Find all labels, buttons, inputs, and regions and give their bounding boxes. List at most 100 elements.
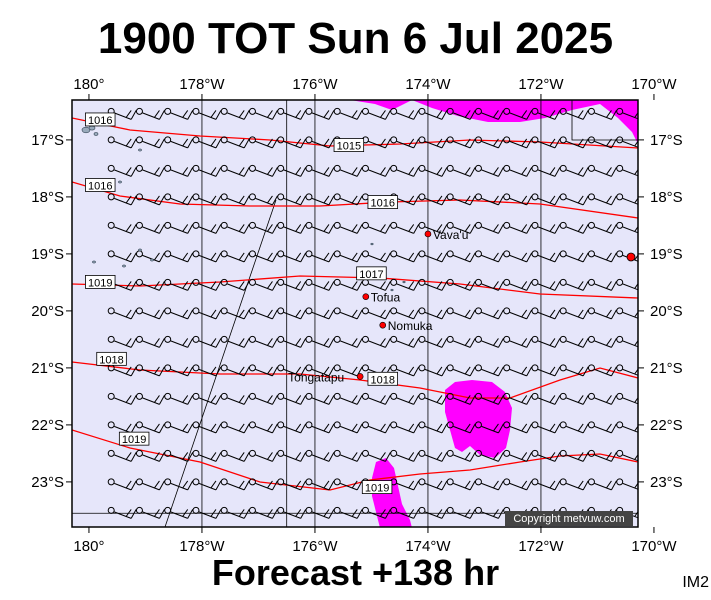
wind-barb xyxy=(277,478,307,491)
wind-barb xyxy=(418,278,448,291)
wind-barb xyxy=(220,478,250,491)
isobar-label-box xyxy=(85,178,116,192)
wind-barb xyxy=(474,307,504,320)
place-marker xyxy=(356,373,364,380)
wind-barb xyxy=(531,392,561,405)
wind-barb xyxy=(277,250,307,263)
isobar-label: 1018 xyxy=(99,354,123,366)
wind-barb xyxy=(220,250,250,263)
wind-barb xyxy=(361,449,391,462)
wind-barb xyxy=(616,335,638,348)
wind-barb xyxy=(333,307,363,320)
wind-barb xyxy=(559,164,589,177)
map-frame xyxy=(71,99,639,528)
wind-barb xyxy=(418,193,448,206)
lat-label-right: 21°S xyxy=(650,360,683,377)
wind-barb xyxy=(531,449,561,462)
wind-barb xyxy=(164,506,194,519)
wind-barb xyxy=(587,221,617,234)
wind-barb xyxy=(248,335,278,348)
wind-barb xyxy=(531,136,561,149)
wind-barb xyxy=(333,107,363,120)
wind-barb xyxy=(277,449,307,462)
isobar-label-box xyxy=(85,274,116,289)
wind-barb xyxy=(333,278,363,291)
wind-barb xyxy=(446,136,476,149)
wind-barb xyxy=(220,392,250,405)
wind-barb xyxy=(248,221,278,234)
wind-barb xyxy=(305,221,335,234)
lat-label-right: 17°S xyxy=(650,132,683,149)
lat-label-right: 18°S xyxy=(650,189,683,206)
wind-barb xyxy=(305,506,335,519)
wind-barb xyxy=(474,221,504,234)
wind-barb xyxy=(446,421,476,434)
wind-barb xyxy=(503,392,533,405)
wind-barb xyxy=(277,221,307,234)
island xyxy=(122,264,126,268)
wind-barb xyxy=(474,364,504,377)
place-label: Tongatapu xyxy=(288,370,344,384)
wind-barb xyxy=(333,250,363,263)
wind-barb xyxy=(361,506,391,519)
place-marker xyxy=(424,230,432,238)
wind-barb xyxy=(503,278,533,291)
wind-barb xyxy=(164,421,194,434)
wind-barb xyxy=(559,278,589,291)
wind-barb xyxy=(559,221,589,234)
wind-barb xyxy=(390,364,420,377)
wind-barb xyxy=(277,193,307,206)
wind-barb xyxy=(503,335,533,348)
wind-barb xyxy=(305,392,335,405)
wind-barb xyxy=(192,364,222,377)
wind-barb xyxy=(248,392,278,405)
wind-barb xyxy=(474,392,504,405)
lon-label-top: 170°W xyxy=(631,76,677,93)
wind-barb xyxy=(135,164,165,177)
lat-label-left: 22°S xyxy=(31,417,64,434)
wind-barb xyxy=(333,392,363,405)
wind-barb xyxy=(107,449,137,462)
wind-barb xyxy=(135,193,165,206)
wind-barb xyxy=(248,164,278,177)
wind-barb xyxy=(418,506,448,519)
wind-barb xyxy=(616,307,638,319)
wind-barb xyxy=(220,421,250,434)
place-marker xyxy=(379,321,387,329)
lon-label-top: 178°W xyxy=(179,76,225,93)
wind-barb xyxy=(277,136,307,149)
wind-barb xyxy=(248,449,278,462)
wind-barb xyxy=(192,193,222,206)
wind-barb xyxy=(418,449,448,462)
lon-label-bottom: 180° xyxy=(73,538,104,555)
wind-barb xyxy=(361,392,391,405)
wind-barb xyxy=(474,136,504,149)
wind-barb xyxy=(277,335,307,348)
wind-barb xyxy=(474,335,504,348)
wind-barb xyxy=(220,107,250,120)
wind-barb xyxy=(616,364,638,376)
wind-barb xyxy=(192,478,222,491)
isobar-label: 1015 xyxy=(337,141,361,153)
wind-barb xyxy=(164,193,194,206)
wind-barb xyxy=(192,278,222,291)
wind-barb xyxy=(418,221,448,234)
wind-barb xyxy=(559,307,589,320)
wind-barb xyxy=(616,392,638,405)
wind-barb xyxy=(135,478,165,491)
lat-label-right: 23°S xyxy=(650,474,683,491)
wind-barb xyxy=(446,221,476,234)
place-marker xyxy=(626,252,636,262)
wind-barb xyxy=(333,164,363,177)
lat-label-right: 22°S xyxy=(650,417,683,434)
wind-barb xyxy=(361,136,391,149)
isobar-label-box xyxy=(367,195,398,210)
wind-barb xyxy=(248,193,278,206)
wind-barb xyxy=(192,107,222,120)
wind-barb xyxy=(277,278,307,291)
wind-barb xyxy=(333,449,363,462)
wind-barb xyxy=(503,421,533,434)
wind-barb xyxy=(164,107,194,120)
wind-barb xyxy=(192,506,222,519)
